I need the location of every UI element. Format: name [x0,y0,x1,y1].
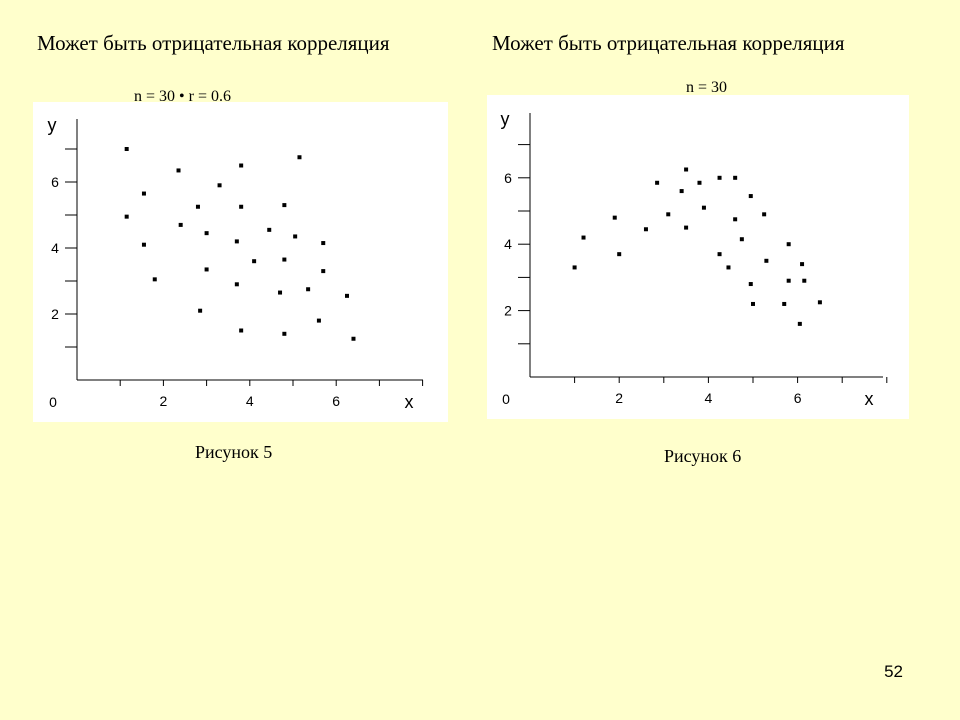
chart-2-data-point [786,242,791,247]
chart-1-data-point [176,168,181,173]
chart-2-data-point [655,180,660,185]
chart-1-data-point [152,277,157,282]
chart-1-x-tick-label: 4 [246,393,254,409]
chart-1-data-point [239,163,244,168]
chart-1-data-point [195,204,200,209]
chart-2-data-point [748,282,753,287]
chart-1-data-point [198,308,203,313]
chart-2-data-point [612,215,617,220]
chart-2-plot-area: 2 4 6 2 4 6 0 y x [487,95,909,419]
chart-2-data-point [817,300,822,305]
chart-2-data-point [786,278,791,283]
chart-2-data-point [617,252,622,257]
chart-2-data-point [751,301,755,306]
chart-1-data-point [282,257,287,262]
chart-1-data-point [306,287,311,292]
chart-1-y-tick-label: 6 [51,174,59,190]
chart-1-data-point [267,227,272,232]
chart-2-data-point [679,189,684,194]
chart-2-data-point [782,301,787,306]
chart-2-data-point [572,265,577,270]
chart-2-data-point [733,217,738,222]
chart-2-y-tick-label: 6 [504,170,512,186]
chart-2-data-point [581,235,586,240]
chart-2-x-tick-label: 4 [705,390,713,406]
chart-1-data-point [234,239,239,244]
chart-2-y-axis-label: y [501,109,510,129]
chart-2-data-point [739,237,744,242]
chart-1-x-tick-label: 2 [160,393,168,409]
chart-2-data-point [762,212,767,217]
chart-1-caption: Рисунок 5 [195,442,273,462]
chart-2-data-point [800,262,805,267]
chart-2-svg: 2 4 6 2 4 6 0 y x [501,109,888,409]
chart-1-data-point [178,222,183,227]
chart-1-data-point [141,242,146,247]
chart-1-data-point [124,147,129,151]
chart-2-data-point [733,175,738,180]
chart-2-origin-label: 0 [502,391,510,407]
chart-1-svg: 2 4 6 2 4 6 0 y x [48,115,424,412]
chart-2-data-point [726,265,731,270]
chart-1-data-point [297,155,302,160]
chart-2-x-tick-label: 6 [794,390,802,406]
chart-1-plot-area: 2 4 6 2 4 6 0 y x [33,102,448,422]
chart-1-data-point [321,269,326,274]
chart-1-data-point [141,191,146,196]
chart-1-data-point [239,328,244,333]
chart-2-x-tick-label: 2 [615,390,623,406]
chart-1-data-point [239,204,244,209]
chart-2-title: n = 30 [686,79,728,96]
chart-2-data-point [802,278,807,283]
chart-2-data-point [764,258,769,263]
chart-2-caption: Рисунок 6 [664,446,742,466]
chart-1-data-point [282,331,287,336]
chart-1-data-point [278,290,283,295]
chart-1-data-point [204,267,209,272]
chart-1-data-point [217,183,222,188]
chart-1-data-point [321,241,326,246]
chart-1-data-point [124,214,129,219]
chart-1-data-point [234,282,239,287]
chart-2-data-point [717,175,722,180]
chart-1-x-tick-label: 6 [332,393,340,409]
chart-1-x-axis-label: x [405,392,414,412]
chart-1-title: n = 30 • r = 0.6 [134,88,231,105]
chart-1-data-point [282,203,287,208]
chart-1-data-point [316,318,321,323]
chart-2-x-axis-label: x [865,389,874,409]
chart-2-data-point [701,205,706,210]
chart-2-y-tick-label: 2 [504,303,512,319]
chart-1-data-point [351,336,356,341]
chart-2-data-point [748,194,753,199]
chart-1-origin-label: 0 [49,394,57,410]
chart-1-heading: Может быть отрицательная корреляция [37,31,390,55]
chart-1-data-point [345,293,349,298]
chart-1-data-point [293,234,298,239]
chart-1-y-tick-label: 4 [51,240,59,256]
chart-1-y-axis-label: y [48,115,57,135]
chart-1-data-point [204,231,209,236]
chart-1-data-point [252,259,257,264]
page-number: 52 [884,662,903,681]
chart-1-y-tick-label: 2 [51,306,59,322]
chart-2-data-point [697,180,702,185]
chart-2-data-point [684,225,689,230]
chart-2-data-point [797,321,802,326]
chart-2-data-point [684,167,689,172]
chart-2-data-point [717,252,722,257]
chart-2-data-point [643,227,648,232]
chart-2-heading: Может быть отрицательная корреляция [492,31,845,55]
chart-2-data-point [666,212,671,217]
chart-2-y-tick-label: 4 [504,236,512,252]
